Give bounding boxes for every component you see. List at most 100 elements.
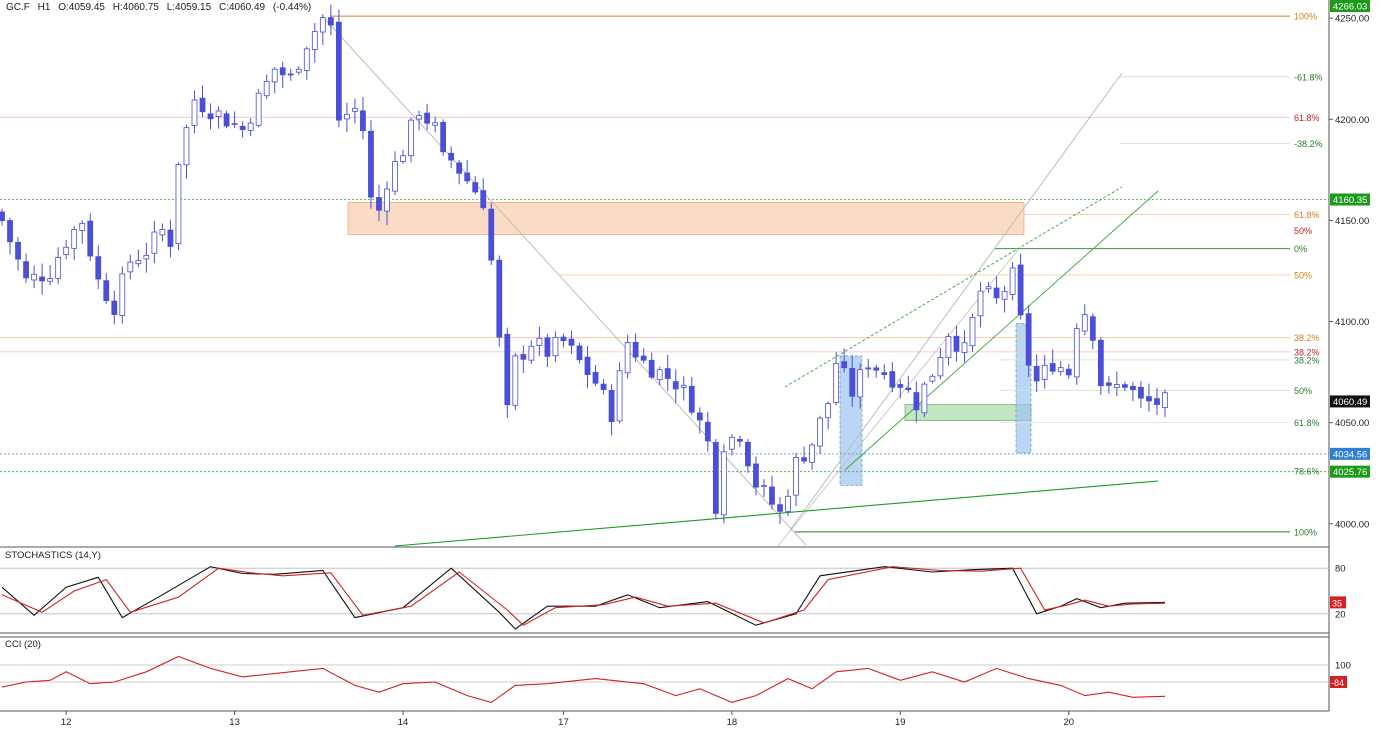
candle-body [761, 485, 767, 487]
candle-body [536, 337, 543, 346]
y-tick-label: 4050.00 [1335, 418, 1369, 429]
candle-body [111, 300, 118, 315]
candle-body [825, 403, 832, 419]
fib-label: 38.2% [1294, 333, 1320, 343]
candle-body [303, 48, 310, 71]
fib-label: 38.2% [1294, 355, 1320, 365]
cci-value-text: -84 [1331, 678, 1344, 688]
candle-body [143, 254, 150, 260]
candle-body [945, 336, 952, 358]
trendline [784, 186, 1123, 388]
candle-body [432, 122, 439, 126]
y-tick-label: 4000.00 [1335, 519, 1369, 530]
candle-body [183, 127, 190, 166]
candle-body [672, 381, 679, 390]
candle-body [1122, 384, 1128, 388]
cci-level-label: 100 [1335, 661, 1351, 672]
candle-body [608, 390, 615, 423]
candle-body [841, 361, 848, 369]
candle-body [753, 463, 759, 488]
supply-zone [347, 201, 1025, 235]
candle-body [889, 371, 896, 388]
candle-body [151, 231, 158, 254]
fib-label: -61.8% [1294, 72, 1323, 82]
cci-value-badge [1330, 676, 1347, 688]
candle-body [384, 188, 390, 212]
candle-body [769, 486, 775, 505]
candle-body [801, 457, 807, 462]
candle-body [472, 182, 479, 193]
candle-body [1025, 313, 1032, 366]
price-badge [1330, 0, 1370, 12]
high-value: H:4060.75 [112, 2, 159, 13]
x-tick-label: 14 [398, 717, 409, 728]
candle-body [464, 172, 471, 182]
candle-body [352, 107, 358, 112]
candle-body [55, 257, 62, 279]
candle-body [23, 261, 29, 279]
candle-body [1089, 316, 1096, 341]
candle-body [1097, 339, 1104, 387]
candle-body [47, 278, 54, 282]
candle-body [15, 241, 21, 260]
candle-body [408, 119, 414, 157]
candle-body [1105, 382, 1112, 386]
candle-body [728, 436, 735, 450]
fib-label: 61.8% [1294, 210, 1320, 220]
candle-body [520, 354, 527, 360]
candle-body [191, 99, 198, 126]
candle-body [1001, 291, 1008, 300]
candle-body [279, 67, 286, 76]
candle-body [584, 356, 591, 375]
candle-body [640, 355, 647, 361]
candle-body [175, 164, 182, 245]
y-tick-label: 4100.00 [1335, 317, 1369, 328]
candle-body [271, 68, 278, 83]
candle-body [1057, 367, 1064, 372]
candle-body [0, 211, 5, 222]
candle-body [857, 369, 864, 398]
candle-body [247, 122, 254, 131]
fib-label: 50% [1294, 271, 1312, 281]
candle-body [1081, 314, 1088, 332]
change-value: (-0.44%) [272, 2, 312, 13]
candle-body [873, 367, 880, 371]
candle-body [504, 333, 511, 406]
candle-body [921, 383, 928, 414]
cci-line [1, 655, 1166, 704]
price-badge [1330, 193, 1370, 206]
timeframe-label: H1 [37, 2, 51, 13]
candle-body [817, 417, 823, 447]
fib-label: -38.2% [1294, 139, 1323, 149]
candle-body [664, 368, 671, 379]
candle-body [215, 110, 222, 117]
candle-body [897, 384, 904, 388]
price-badge-text: 4060.49 [1333, 397, 1367, 408]
symbol-label: GC.F [6, 2, 30, 13]
candle-body [1130, 385, 1136, 390]
candle-body [440, 121, 447, 153]
candle-body [745, 441, 751, 467]
fib-label: 0% [1294, 244, 1307, 254]
candle-body [1009, 267, 1016, 295]
candle-body [79, 223, 86, 231]
x-tick-label: 17 [558, 717, 569, 728]
candle-body [696, 412, 703, 421]
candle-body [344, 113, 350, 120]
fib-label: 38.2% [1294, 347, 1320, 357]
candle-body [905, 387, 912, 391]
candle-body [793, 457, 799, 496]
candle-body [737, 439, 743, 442]
stoch-level-label: 80 [1335, 564, 1346, 575]
candle-body [488, 208, 495, 261]
candle-body [31, 273, 37, 281]
fib-diagonal [789, 72, 1123, 531]
candle-body [1065, 368, 1072, 376]
fib-label: 50% [1294, 226, 1312, 236]
price-badge-text: 4025.76 [1333, 467, 1367, 478]
candle-body [103, 280, 110, 301]
candle-body [255, 92, 262, 126]
price-badge-text: 4266.03 [1333, 2, 1367, 13]
x-tick-label: 13 [229, 717, 240, 728]
